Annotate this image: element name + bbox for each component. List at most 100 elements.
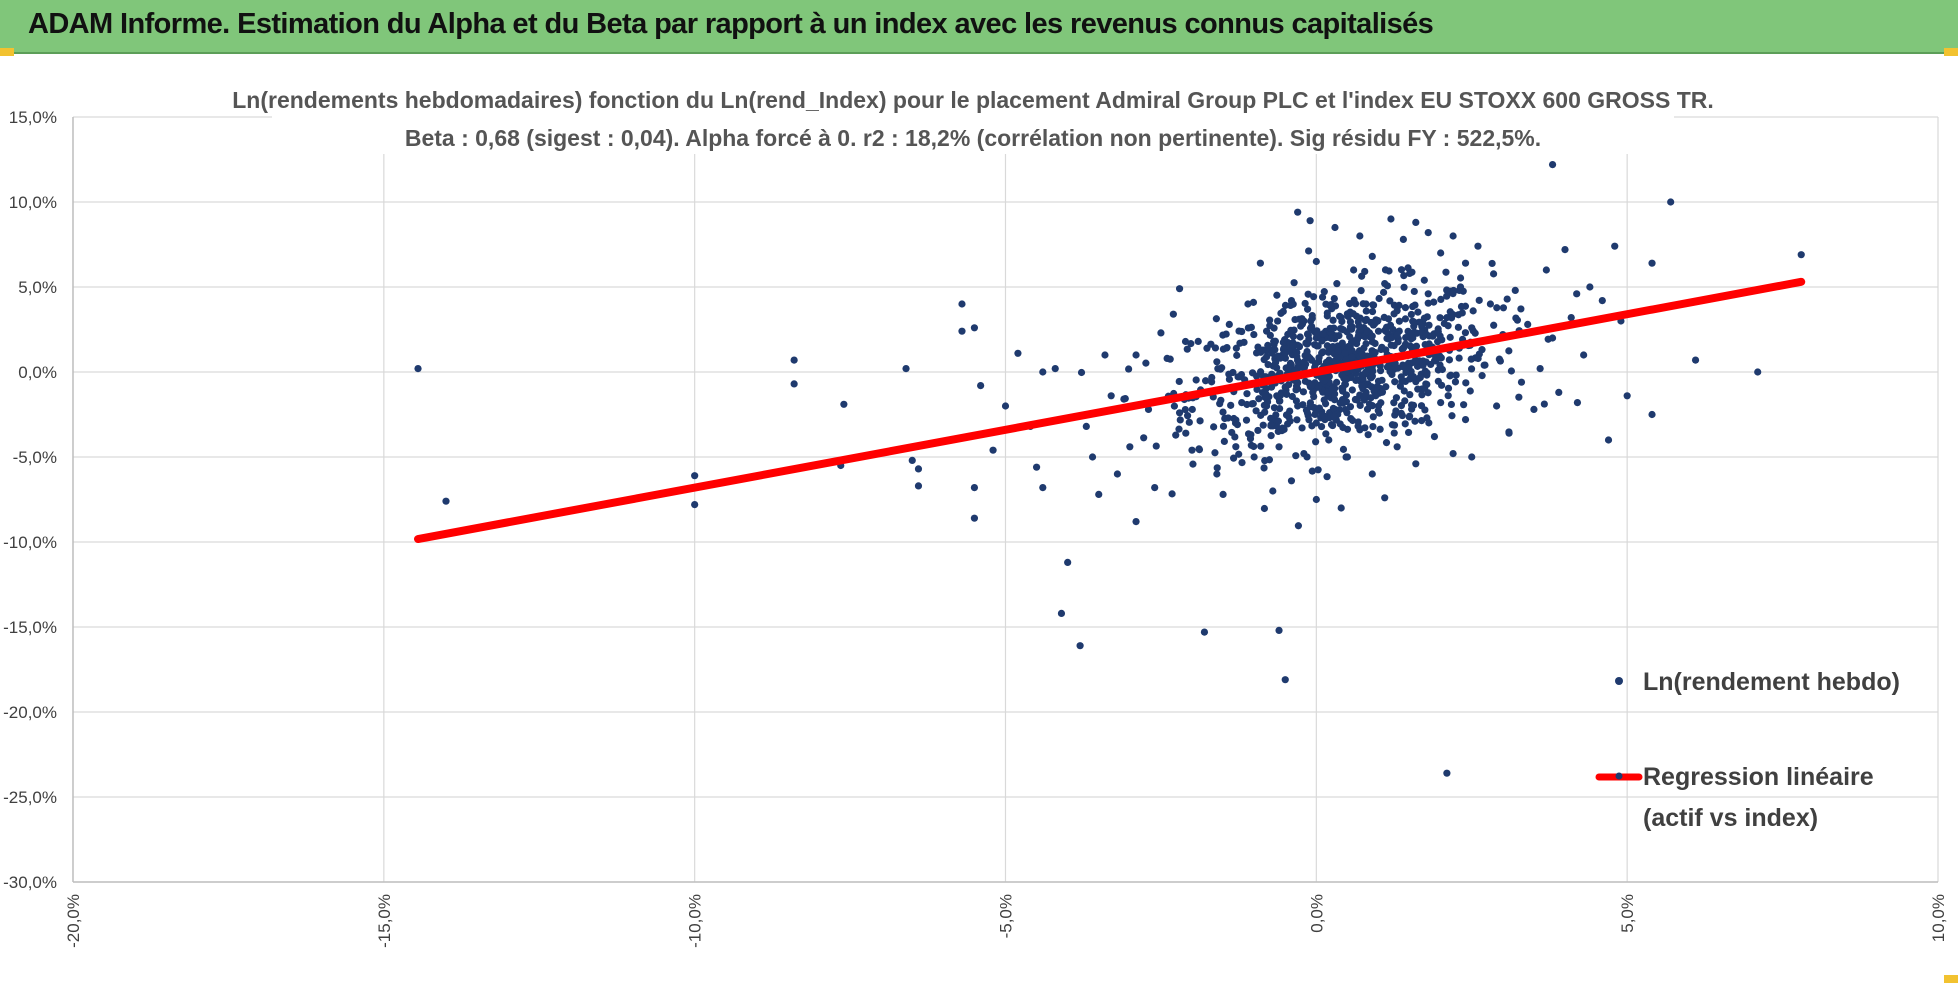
x-tick-label: -15,0% <box>375 894 394 948</box>
data-point <box>1458 309 1466 317</box>
data-point <box>1350 266 1358 274</box>
data-point <box>1220 437 1228 446</box>
data-point <box>1237 370 1246 379</box>
data-point <box>1286 407 1294 415</box>
regression-line-group <box>414 277 1806 544</box>
data-point <box>1318 337 1326 345</box>
data-point <box>1468 453 1476 461</box>
data-point <box>1183 345 1191 353</box>
data-point <box>1330 396 1339 404</box>
y-tick-label: -10,0% <box>3 533 57 552</box>
data-point <box>1140 434 1148 442</box>
y-tick-label: -25,0% <box>3 788 57 807</box>
data-point <box>1243 390 1251 398</box>
x-tick-label: 0,0% <box>1307 894 1326 933</box>
data-point <box>1461 329 1470 337</box>
data-point <box>1351 395 1359 404</box>
data-point <box>1467 355 1475 363</box>
data-point <box>1356 401 1364 409</box>
data-point <box>1287 477 1296 485</box>
data-point <box>1369 301 1378 309</box>
data-point <box>1363 327 1371 336</box>
chart-title-group: Ln(rendements hebdomadaires) fonction du… <box>232 84 1714 154</box>
data-point <box>1390 421 1399 429</box>
data-point <box>1298 315 1306 323</box>
regression-line <box>414 277 1806 544</box>
data-point <box>1378 388 1387 396</box>
data-point <box>1399 235 1407 243</box>
data-point <box>1443 286 1451 294</box>
data-point <box>1375 294 1383 303</box>
data-point <box>1396 382 1404 390</box>
data-point <box>1383 363 1392 371</box>
data-point <box>1667 198 1675 206</box>
data-point <box>1357 287 1365 295</box>
data-point <box>1434 338 1442 346</box>
data-point <box>1275 626 1283 635</box>
data-point <box>1392 407 1400 415</box>
data-point <box>1448 412 1456 420</box>
data-point <box>1397 266 1406 274</box>
data-point <box>1425 419 1433 427</box>
data-point <box>1283 390 1291 398</box>
data-point <box>1359 300 1367 308</box>
data-point <box>1322 300 1330 308</box>
data-point <box>1420 276 1428 284</box>
data-point <box>1274 417 1282 425</box>
data-point <box>1325 436 1333 444</box>
data-point <box>1232 443 1240 451</box>
data-point <box>1260 464 1268 472</box>
data-point <box>1422 380 1430 388</box>
data-point <box>1233 421 1242 429</box>
y-tick-label: 15,0% <box>9 108 57 127</box>
data-point <box>1032 463 1041 471</box>
data-point <box>1254 426 1262 435</box>
data-point <box>1113 470 1121 478</box>
data-point <box>1333 378 1341 386</box>
data-point <box>1478 372 1486 380</box>
data-point <box>1208 373 1216 382</box>
data-point <box>1401 315 1410 323</box>
data-point <box>1371 348 1379 357</box>
data-point <box>1438 381 1446 389</box>
data-point <box>1365 400 1374 408</box>
data-point <box>1322 430 1330 438</box>
data-point <box>1399 363 1408 371</box>
data-point <box>1386 297 1394 305</box>
data-point <box>1259 346 1267 354</box>
data-point <box>1296 333 1304 341</box>
data-point <box>1367 374 1375 382</box>
data-point <box>1401 397 1409 405</box>
data-point <box>1257 442 1265 450</box>
chart-title-background <box>272 84 1674 154</box>
data-point <box>1360 344 1368 352</box>
data-point <box>1211 449 1219 457</box>
data-point <box>1303 305 1312 313</box>
data-point <box>1336 324 1345 333</box>
data-point <box>1299 363 1307 372</box>
data-point <box>1202 377 1210 385</box>
data-point <box>1344 312 1352 321</box>
data-point <box>1326 324 1334 332</box>
data-point <box>1440 319 1448 328</box>
data-point <box>1272 411 1280 419</box>
x-tick-label: -10,0% <box>686 894 705 948</box>
data-point <box>1298 424 1306 432</box>
data-point <box>1455 354 1463 362</box>
data-point <box>1314 466 1322 474</box>
data-point <box>1505 428 1513 436</box>
data-point <box>1292 452 1300 460</box>
data-point <box>1331 223 1339 232</box>
data-point <box>1424 389 1432 397</box>
data-point <box>1320 377 1329 385</box>
data-point <box>1414 385 1422 393</box>
data-point <box>1383 323 1391 331</box>
data-point <box>1378 343 1386 351</box>
data-point <box>1238 327 1246 336</box>
data-point <box>1289 332 1298 341</box>
data-point <box>1219 331 1227 339</box>
data-point <box>1340 398 1348 406</box>
data-point <box>1219 422 1228 430</box>
data-point <box>1797 251 1805 259</box>
data-point <box>1277 309 1285 317</box>
